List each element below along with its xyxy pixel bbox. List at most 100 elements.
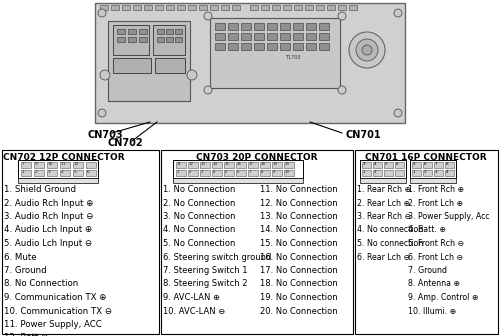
Bar [155, 5, 163, 10]
Circle shape [394, 109, 402, 117]
Text: 4: 4 [446, 170, 448, 174]
Text: 7. Ground: 7. Ground [4, 266, 46, 275]
Bar [200, 170, 210, 176]
Bar [241, 43, 251, 50]
Circle shape [338, 12, 346, 20]
Text: 8: 8 [261, 170, 264, 174]
Text: 19: 19 [273, 162, 278, 166]
Text: 5: 5 [413, 162, 416, 166]
Text: 7. Steering Switch 1: 7. Steering Switch 1 [163, 266, 248, 275]
Bar [412, 170, 421, 176]
Bar [272, 170, 282, 176]
Text: 10: 10 [285, 170, 290, 174]
Text: 17: 17 [249, 162, 254, 166]
Text: 2: 2 [424, 170, 426, 174]
Text: 5: 5 [385, 162, 388, 166]
Bar [200, 162, 210, 168]
Text: CN701: CN701 [345, 130, 380, 140]
Bar [445, 162, 454, 168]
Bar [224, 162, 234, 168]
Circle shape [362, 45, 372, 55]
Text: 16. No Connection: 16. No Connection [260, 252, 338, 261]
Text: 2: 2 [374, 170, 376, 174]
Text: 12: 12 [189, 162, 194, 166]
Text: 6: 6 [424, 162, 426, 166]
Bar [272, 5, 280, 10]
Text: 6: 6 [237, 170, 240, 174]
Bar [199, 5, 207, 10]
Bar [2, 150, 159, 334]
Bar [176, 170, 186, 176]
Bar [60, 162, 70, 168]
Bar [267, 33, 277, 40]
Bar [21, 170, 31, 176]
Text: 14. No Connection: 14. No Connection [260, 225, 338, 235]
Bar [144, 5, 152, 10]
Bar [260, 162, 270, 168]
Text: 9. Communication TX ⊕: 9. Communication TX ⊕ [4, 293, 106, 302]
Bar [434, 162, 443, 168]
Bar [305, 5, 313, 10]
Text: 3: 3 [48, 170, 51, 174]
Text: 16: 16 [237, 162, 242, 166]
Text: 5: 5 [74, 170, 77, 174]
Text: 6. Rear Lch ⊖: 6. Rear Lch ⊖ [357, 252, 410, 261]
Text: 8. No Connection: 8. No Connection [4, 280, 78, 289]
Bar [111, 5, 119, 10]
Text: CN702 12P CONNECTOR: CN702 12P CONNECTOR [3, 153, 124, 162]
Text: 2. Front Lch ⊕: 2. Front Lch ⊕ [408, 199, 463, 208]
Text: 4. Batt. ⊕: 4. Batt. ⊕ [408, 225, 446, 235]
Text: 8. Steering Switch 2: 8. Steering Switch 2 [163, 280, 248, 289]
Bar [360, 160, 406, 178]
Text: 7: 7 [249, 170, 252, 174]
Bar [284, 162, 294, 168]
Text: 4: 4 [61, 170, 64, 174]
Circle shape [204, 86, 212, 94]
Text: 11: 11 [177, 162, 182, 166]
Bar [260, 170, 270, 176]
Bar [228, 43, 238, 50]
Text: 17. No Connection: 17. No Connection [260, 266, 338, 275]
Text: 6: 6 [396, 162, 398, 166]
Text: 12. No Connection: 12. No Connection [260, 199, 338, 208]
Bar [423, 162, 432, 168]
Text: 9: 9 [35, 162, 38, 166]
Text: 1: 1 [177, 170, 180, 174]
Bar [267, 43, 277, 50]
Bar [210, 18, 340, 88]
Text: 15. No Connection: 15. No Connection [260, 239, 338, 248]
Text: 7: 7 [22, 162, 25, 166]
Bar [319, 43, 329, 50]
Bar [410, 178, 456, 183]
Bar [108, 21, 190, 101]
Bar [18, 178, 98, 183]
Bar [395, 170, 404, 176]
Bar [210, 5, 218, 10]
Text: 2: 2 [189, 170, 192, 174]
Bar [349, 5, 357, 10]
Text: 4. No connection: 4. No connection [357, 225, 423, 235]
Text: 9. Amp. Control ⊕: 9. Amp. Control ⊕ [408, 293, 478, 302]
Bar [248, 162, 258, 168]
Bar [293, 43, 303, 50]
Bar [261, 5, 269, 10]
Bar [423, 170, 432, 176]
Bar [73, 162, 83, 168]
Bar [215, 33, 225, 40]
Text: CN701 16P CONNECTOR: CN701 16P CONNECTOR [365, 153, 487, 162]
Text: 10. Illumi. ⊕: 10. Illumi. ⊕ [408, 306, 456, 316]
Bar [117, 29, 125, 34]
Text: 4: 4 [213, 170, 216, 174]
Bar [445, 170, 454, 176]
Bar [338, 5, 346, 10]
Bar [177, 5, 185, 10]
Text: 2. No Connection: 2. No Connection [163, 199, 236, 208]
Text: CN703: CN703 [88, 130, 124, 140]
Bar [224, 170, 234, 176]
Bar [267, 23, 277, 30]
Bar [228, 23, 238, 30]
Text: 6. Front Lch ⊖: 6. Front Lch ⊖ [408, 252, 463, 261]
Bar [284, 170, 294, 176]
Bar [212, 170, 222, 176]
Bar [293, 23, 303, 30]
